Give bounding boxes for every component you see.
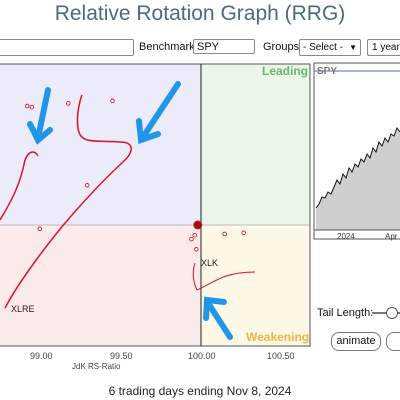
period-select[interactable]: 1 year — [367, 39, 400, 56]
quadrant-label-weakening: Weakening — [246, 330, 309, 344]
spy-x-tick-label: Apr — [385, 232, 398, 241]
groups-select[interactable]: - Select - ▼ — [299, 39, 361, 56]
xlre-point — [110, 98, 115, 104]
control-bar: Benchmark: SPY Groups: - Select - ▼ 1 ye… — [0, 38, 400, 58]
series-label-xlre: XLRE — [11, 304, 35, 314]
xlre-point — [84, 183, 90, 188]
date-range-caption: 6 trading days ending Nov 8, 2024 — [108, 384, 292, 398]
xlk-point — [241, 230, 246, 235]
x-axis-ticks: 99.00 99.50 100.00 100.50 — [30, 351, 295, 361]
xlk-tail-line — [196, 271, 256, 291]
tail-length-slider[interactable] — [372, 305, 400, 321]
xlre-point — [37, 226, 43, 232]
spy-x-tick-label: 2024 — [337, 232, 355, 241]
xlk-point — [192, 232, 197, 238]
xlk-point — [194, 247, 199, 252]
slider-thumb[interactable] — [386, 307, 398, 319]
x-tick-label: 99.50 — [110, 351, 133, 361]
benchmark-input[interactable]: SPY — [193, 39, 255, 54]
spy-price-line — [315, 126, 400, 209]
xlre-point — [29, 104, 35, 110]
annotation-arrow-2 — [136, 81, 181, 145]
xlre-tail-upper — [0, 151, 39, 221]
xlre-point — [66, 101, 71, 106]
spy-area — [316, 128, 400, 230]
animate-button[interactable]: animate — [331, 332, 381, 351]
annotation-arrow-1 — [27, 87, 53, 145]
xlk-point — [222, 231, 227, 237]
x-tick-label: 100.00 — [188, 351, 216, 361]
xlre-point — [24, 103, 30, 109]
quadrant-lagging — [0, 225, 201, 346]
tail-length-label: Tail Length: — [317, 307, 374, 319]
annotation-arrow-3 — [203, 296, 233, 340]
scatter-layer — [24, 98, 246, 252]
xlk-point — [193, 220, 203, 230]
page-title: Relative Rotation Graph (RRG) — [54, 2, 346, 25]
x-tick-label: 100.50 — [267, 351, 295, 361]
benchmark-label: Benchmark: — [139, 41, 198, 53]
x-tick-label: 99.00 — [30, 351, 53, 361]
step-button[interactable] — [386, 332, 400, 351]
groups-label: Groups: — [263, 41, 303, 53]
chevron-down-icon: ▼ — [349, 43, 357, 52]
quadrant-leading — [201, 64, 310, 225]
xlk-tail-lower — [192, 262, 198, 291]
symbols-input[interactable] — [0, 39, 134, 56]
quadrant-weakening — [201, 225, 310, 346]
xlk-point — [189, 236, 194, 242]
series-label-xlk: XLK — [201, 258, 218, 268]
spy-chart-title: SPY — [317, 66, 337, 77]
xlre-tail-line — [4, 94, 132, 309]
x-axis-label: JdK RS-Ratio — [72, 362, 121, 371]
groups-select-value: - Select - — [303, 42, 344, 53]
rrg-chart: Leading Weakening XLRE XLK 99.00 99.50 1… — [0, 63, 311, 371]
quadrant-improving — [0, 64, 201, 225]
quadrant-label-leading: Leading — [262, 64, 308, 78]
spy-chart: SPY 2024 Apr — [313, 62, 400, 241]
